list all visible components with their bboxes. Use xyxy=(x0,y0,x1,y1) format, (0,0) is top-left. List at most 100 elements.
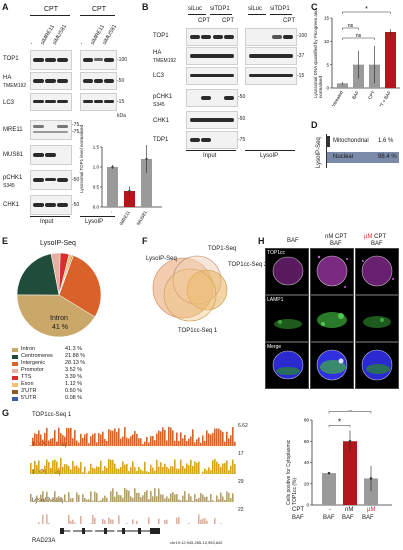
g-signal-bar xyxy=(104,520,106,524)
g-signal-bar xyxy=(232,493,234,502)
g-signal-bar xyxy=(122,461,124,474)
g-signal-bar xyxy=(146,437,148,446)
g-signal-bar xyxy=(74,430,76,446)
g-signal-bar xyxy=(116,431,118,446)
g-signal-bar xyxy=(92,467,94,474)
g-signal-bar xyxy=(130,436,132,446)
e-pie-label-name: Intron xyxy=(50,315,68,322)
h-sig-bracket xyxy=(328,425,351,428)
a-blot-chk1-input xyxy=(30,195,72,215)
g-signal-bar xyxy=(222,496,224,502)
e-legend-swatch xyxy=(12,354,18,359)
b-row-top1: TOP1 xyxy=(153,33,169,39)
g-signal-bar xyxy=(48,440,50,446)
g-signal-bar xyxy=(102,431,104,446)
e-legend-item: Promotor 3.52 % xyxy=(12,367,122,374)
g-signal-bar xyxy=(50,438,52,446)
g-signal-bar xyxy=(204,440,206,446)
e-legend-swatch xyxy=(12,396,18,401)
g-signal-bar xyxy=(56,441,58,446)
g-signal-bar xyxy=(94,491,96,502)
e-legend-item: Intergenic 28.13 % xyxy=(12,360,122,367)
d-nuc-label: Nuclear xyxy=(333,154,354,160)
f-label-top1cc2: TOP1cc-Seq 2 xyxy=(228,262,268,268)
g-signal-bar xyxy=(62,500,64,502)
g-track-name-0: TOP1cc-Seq 1 xyxy=(32,412,72,418)
c-sig-label: ns xyxy=(356,33,362,39)
g-signal-bar xyxy=(196,439,198,446)
g-signal-bar xyxy=(192,429,194,446)
g-signal-bar xyxy=(84,497,86,502)
g-signal-bar xyxy=(44,465,46,474)
a-lane-r0: - xyxy=(78,41,85,46)
e-legend-value: 3.39 % xyxy=(65,374,83,380)
g-signal-bar xyxy=(114,496,116,502)
g-signal-bar xyxy=(192,501,194,502)
g-signal-bar xyxy=(76,440,78,446)
g-signal-bar xyxy=(194,494,196,502)
g-signal-bar xyxy=(218,499,220,502)
g-signal-bar xyxy=(228,492,230,502)
g-signal-bar xyxy=(176,517,178,524)
g-signal-bar xyxy=(108,458,110,474)
g-signal-bar xyxy=(38,522,40,524)
b-mw-100: -100 xyxy=(297,33,308,39)
b-blot-top1-lyso xyxy=(245,28,297,46)
g-signal-bar xyxy=(168,498,170,502)
g-signal-bar xyxy=(204,518,206,524)
h-cpt-val-1: nM xyxy=(345,507,354,513)
g-signal-bar xyxy=(42,491,44,502)
g-track-max-2: 29 xyxy=(238,479,244,485)
e-pie-slice xyxy=(16,294,96,338)
g-signal-bar xyxy=(78,467,80,474)
a-row-tmem: TMEM192 xyxy=(3,83,27,89)
g-signal-bar xyxy=(90,523,92,524)
g-signal-bar xyxy=(152,436,154,446)
g-signal-bar xyxy=(92,514,94,524)
b-row-s345: S345 xyxy=(153,102,165,108)
c-tick-label: 5 xyxy=(326,62,329,67)
a-header-cpt-right: CPT xyxy=(92,6,106,13)
g-signal-bar xyxy=(50,499,52,502)
c-tick-label: 15 xyxy=(324,16,330,21)
a-row-top1: TOP1 xyxy=(3,56,19,62)
h-cpt-val-0: - xyxy=(329,507,331,513)
b-cpt-2: CPT xyxy=(222,18,234,24)
g-signal-bar xyxy=(48,522,50,524)
g-signal-bar xyxy=(112,488,114,502)
g-signal-bar xyxy=(32,500,34,502)
g-signal-bar xyxy=(188,493,190,502)
g-signal-bar xyxy=(224,441,226,446)
g-signal-bar xyxy=(34,499,36,502)
g-signal-bar xyxy=(104,438,106,446)
g-signal-bar xyxy=(36,464,38,474)
g-signal-bar xyxy=(78,494,80,502)
g-signal-bar xyxy=(226,460,228,474)
h-baf-val-2: BAF xyxy=(362,515,374,521)
g-signal-bar xyxy=(40,494,42,502)
f-label-top1: TOP1-Seq xyxy=(208,246,237,252)
h-row-lamp1: LAMP1 xyxy=(267,297,284,303)
g-signal-bar xyxy=(92,434,94,446)
g-signal-bar xyxy=(152,467,154,474)
g-tracks xyxy=(30,426,236,534)
g-signal-bar xyxy=(70,498,72,502)
b-cpt-3: CPT xyxy=(283,18,295,24)
g-signal-bar xyxy=(172,430,174,446)
g-signal-bar xyxy=(212,432,214,446)
h-bar xyxy=(364,478,378,505)
h-img-lamp1-nmcpt xyxy=(310,295,354,342)
g-signal-bar xyxy=(158,518,160,524)
g-signal-bar xyxy=(224,463,226,474)
g-signal-bar xyxy=(220,466,222,474)
g-signal-bar xyxy=(194,442,196,446)
a-header-cpt-left: CPT xyxy=(44,6,58,13)
g-signal-bar xyxy=(70,520,72,524)
g-signal-bar xyxy=(158,466,160,474)
b-blot-tdp1-input xyxy=(186,131,238,149)
g-signal-bar xyxy=(38,430,40,446)
e-legend-swatch xyxy=(12,389,18,394)
g-signal-bar xyxy=(184,491,186,502)
g-signal-bar xyxy=(110,430,112,446)
g-signal-bar xyxy=(144,461,146,474)
